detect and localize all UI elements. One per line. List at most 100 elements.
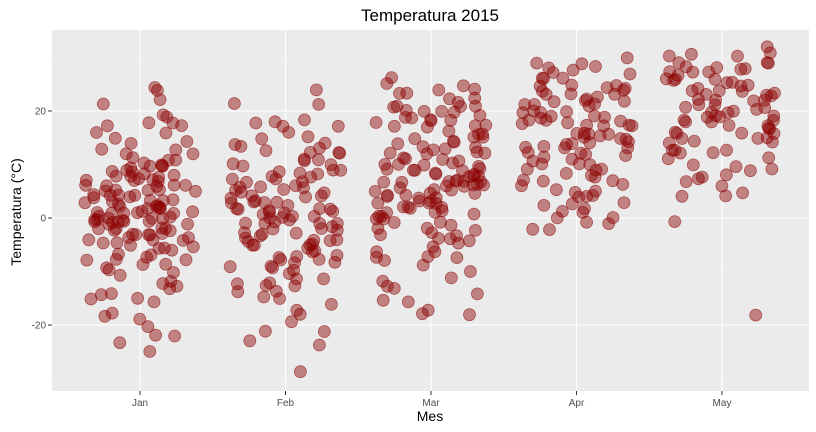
data-point (128, 188, 142, 202)
data-point (450, 229, 463, 243)
data-point (451, 236, 465, 250)
data-point (246, 238, 260, 252)
data-point (371, 196, 385, 210)
data-point (722, 119, 736, 132)
data-point (692, 172, 705, 186)
data-point (179, 253, 193, 267)
data-point (227, 97, 241, 110)
data-point (692, 92, 705, 106)
y-tick-label: 20 (35, 107, 47, 118)
data-point (427, 183, 441, 197)
data-point (189, 184, 202, 198)
data-point (619, 149, 632, 162)
data-point (274, 253, 288, 267)
data-point (186, 240, 200, 254)
data-point (589, 60, 602, 73)
data-point (376, 293, 390, 307)
data-point (153, 201, 167, 214)
data-point (735, 85, 749, 98)
data-point (522, 113, 536, 127)
data-point (720, 76, 734, 90)
data-point (92, 222, 105, 236)
x-tick-label: Mar (422, 398, 440, 409)
data-point (468, 186, 482, 200)
data-point (433, 215, 447, 229)
data-point (243, 334, 257, 348)
data-point (234, 139, 248, 153)
data-point (98, 184, 112, 198)
data-point (620, 51, 634, 65)
data-point (535, 71, 549, 85)
data-point (370, 245, 384, 259)
data-point (272, 251, 286, 264)
data-point (760, 131, 774, 145)
data-point (129, 228, 143, 242)
data-point (369, 250, 383, 264)
data-point (167, 178, 181, 192)
data-point (575, 57, 589, 71)
data-point (420, 120, 434, 134)
data-point (119, 147, 133, 161)
data-point (398, 111, 412, 124)
data-point (602, 217, 616, 231)
data-point (593, 129, 607, 143)
data-point (226, 157, 240, 171)
data-point (298, 113, 311, 127)
data-point (387, 281, 401, 295)
data-point (304, 170, 318, 184)
data-point (467, 130, 481, 144)
data-point (616, 177, 630, 191)
data-point (299, 190, 313, 204)
data-point (132, 172, 146, 186)
data-point (447, 135, 461, 149)
data-point (708, 98, 722, 112)
data-point (420, 147, 434, 161)
data-point (734, 79, 748, 93)
data-point (142, 214, 156, 228)
data-point (78, 196, 92, 210)
data-point (556, 204, 569, 218)
data-point (559, 166, 573, 180)
data-point (159, 257, 173, 271)
data-point (113, 268, 127, 282)
data-point (518, 98, 532, 111)
data-points (78, 40, 781, 379)
data-point (156, 108, 170, 122)
data-point (136, 258, 150, 271)
data-point (112, 247, 125, 261)
data-point (679, 175, 693, 189)
data-point (186, 205, 200, 219)
data-point (290, 303, 304, 317)
data-point (618, 94, 631, 108)
data-point (476, 130, 490, 144)
data-point (383, 146, 397, 160)
data-point (537, 139, 551, 153)
data-point (675, 189, 689, 203)
data-point (101, 119, 114, 133)
data-point (334, 163, 348, 177)
data-point (456, 79, 470, 93)
data-point (662, 49, 676, 63)
data-point (687, 134, 701, 148)
data-point (446, 134, 460, 148)
data-point (408, 163, 422, 177)
data-point (167, 206, 181, 220)
data-point (124, 169, 138, 183)
data-point (543, 223, 556, 237)
data-point (767, 109, 781, 123)
data-point (435, 200, 449, 214)
data-point (288, 279, 302, 293)
data-point (326, 163, 340, 177)
data-point (721, 106, 735, 120)
data-point (399, 188, 413, 202)
data-point (169, 143, 183, 157)
data-point (574, 146, 588, 160)
data-point (566, 197, 579, 211)
data-point (330, 248, 344, 262)
data-point (137, 156, 151, 170)
data-point (156, 277, 170, 290)
data-point (766, 135, 779, 149)
data-point (286, 209, 299, 223)
data-point (672, 56, 686, 70)
y-tick-label: 0 (40, 214, 46, 225)
